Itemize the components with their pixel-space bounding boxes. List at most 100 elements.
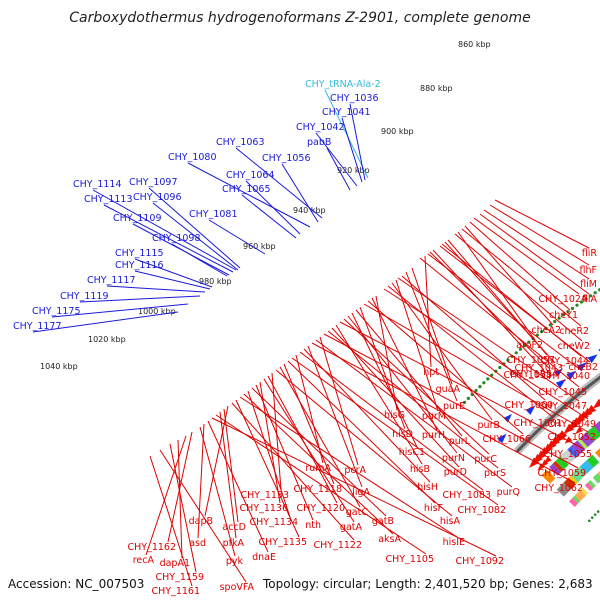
forward-gene-label: CHY_1063: [216, 137, 265, 148]
tick-dot: [474, 388, 478, 393]
forward-gene-arrow: [497, 433, 507, 444]
reverse-leader-line: [275, 369, 453, 517]
tick-dot: [540, 330, 544, 334]
reverse-leader-line: [397, 277, 580, 402]
reverse-gene-label: fliM: [580, 279, 597, 290]
reverse-leader-line: [207, 420, 269, 553]
leader-line-layer: [32, 89, 591, 587]
reverse-gene-label: purN: [442, 453, 465, 464]
feature-band-segment: [568, 497, 579, 507]
forward-leader-line: [51, 303, 189, 318]
reverse-gene-label: hisG: [384, 410, 405, 421]
reverse-leader-line: [479, 213, 590, 295]
forward-gene-label: CHY_1064: [226, 170, 275, 181]
tick-dot: [570, 306, 575, 310]
tick-dot: [588, 294, 593, 298]
feature-band-segment: [579, 460, 594, 474]
backbone-layer: [513, 372, 600, 455]
reverse-leader-line: [429, 251, 551, 370]
reverse-gene-label: CHY_1066: [482, 434, 531, 445]
reverse-gene-label: hisF: [424, 503, 443, 514]
tick-dot: [579, 300, 584, 304]
reverse-leader-line: [169, 443, 197, 573]
feature-band-segment: [586, 454, 600, 468]
reverse-leader-line: [427, 253, 583, 372]
forward-gene-label: CHY_1042: [296, 122, 345, 133]
reverse-leader-line: [457, 231, 536, 341]
forward-leader-line: [241, 194, 297, 239]
tick-dot: [490, 373, 494, 377]
reverse-leader-line: [299, 351, 484, 491]
reverse-leader-line: [231, 402, 355, 541]
reverse-gene-label: hisD: [392, 429, 413, 440]
reverse-gene-label: CHY_1122: [313, 540, 362, 551]
forward-gene-label: CHY_1116: [115, 260, 164, 271]
feature-band-segment: [570, 466, 587, 483]
tick-dot: [590, 516, 594, 519]
reverse-leader-line: [395, 279, 439, 412]
tick-dot: [486, 377, 490, 381]
reverse-gene-label: dapB: [189, 516, 213, 527]
reverse-leader-line: [432, 249, 545, 371]
reverse-gene-label: CHY_1134: [249, 517, 298, 528]
gene-arrow-layer: [497, 348, 600, 471]
reverse-gene-label: CHY_1040: [541, 371, 590, 382]
feature-band-segment: [595, 448, 600, 459]
feature-band-segment: [587, 479, 596, 489]
reverse-gene-label: CHY_1059: [537, 468, 586, 479]
forward-leader-line: [235, 147, 323, 219]
reverse-leader-line: [424, 255, 432, 368]
feature-band-segment: [574, 490, 586, 502]
reverse-leader-line: [494, 199, 590, 249]
reverse-leader-line: [363, 303, 589, 433]
feature-band-segment: [584, 482, 594, 492]
tick-dot: [561, 313, 566, 317]
reverse-leader-line: [149, 455, 193, 587]
reverse-gene-label: purE: [443, 401, 465, 412]
tick-dot: [514, 351, 518, 355]
reverse-leader-line: [291, 357, 499, 506]
reverse-leader-line: [247, 390, 291, 518]
reverse-gene-arrow: [585, 404, 597, 415]
tick-layer: 860 kbp 880 kbp 900 kbp 920 kbp 940 kbp 960 k…: [40, 40, 600, 523]
forward-leader-line: [326, 147, 351, 191]
reverse-leader-line: [454, 233, 583, 342]
reverse-gene-label: CHY_1136: [239, 503, 288, 514]
reverse-leader-line: [307, 345, 363, 488]
forward-gene-label: CHY_1177: [13, 321, 62, 332]
feature-band-segment: [571, 440, 586, 455]
reverse-gene-label: CHY_1058: [503, 370, 552, 381]
reverse-gene-label: cheR2: [559, 326, 589, 337]
reverse-leader-line: [371, 297, 438, 431]
backbone-ring-core: [515, 375, 600, 453]
forward-gene-label: CHY_1096: [133, 192, 182, 203]
reverse-gene-label: dnaE: [252, 552, 276, 563]
reverse-leader-line: [387, 285, 555, 419]
forward-gene-label: CHY_1036: [330, 93, 379, 104]
tick-dot: [518, 347, 523, 351]
feature-band-segment: [567, 445, 580, 459]
kbp-tick-label: 880 kbp: [420, 84, 453, 93]
tick-dot: [575, 303, 579, 307]
feature-band-segment: [572, 495, 581, 504]
tick-dot: [596, 510, 600, 513]
forward-leader-line: [349, 103, 366, 181]
reverse-gene-arrow: [564, 436, 573, 444]
reverse-leader-line: [411, 267, 453, 385]
reverse-gene-label: CHY_1062: [534, 483, 583, 494]
reverse-gene-arrow: [596, 400, 600, 406]
forward-gene-label: CHY_1114: [73, 179, 122, 190]
reverse-gene-label: CHY_1083: [442, 490, 491, 501]
forward-leader-line: [134, 258, 213, 288]
reverse-gene-label: nth: [305, 520, 321, 531]
reverse-gene-label: ligA: [352, 487, 370, 498]
reverse-leader-line: [464, 225, 554, 326]
reverse-leader-line: [347, 315, 458, 454]
forward-leader-line: [315, 132, 358, 187]
topology-summary: Topology: circular; Length: 2,401,520 bp…: [262, 577, 593, 591]
forward-leader-line: [152, 202, 239, 271]
reverse-gene-label: CHY_1052: [547, 432, 596, 443]
reverse-gene-label: rumA: [305, 463, 331, 474]
reverse-gene-label: dapA1: [160, 558, 190, 569]
